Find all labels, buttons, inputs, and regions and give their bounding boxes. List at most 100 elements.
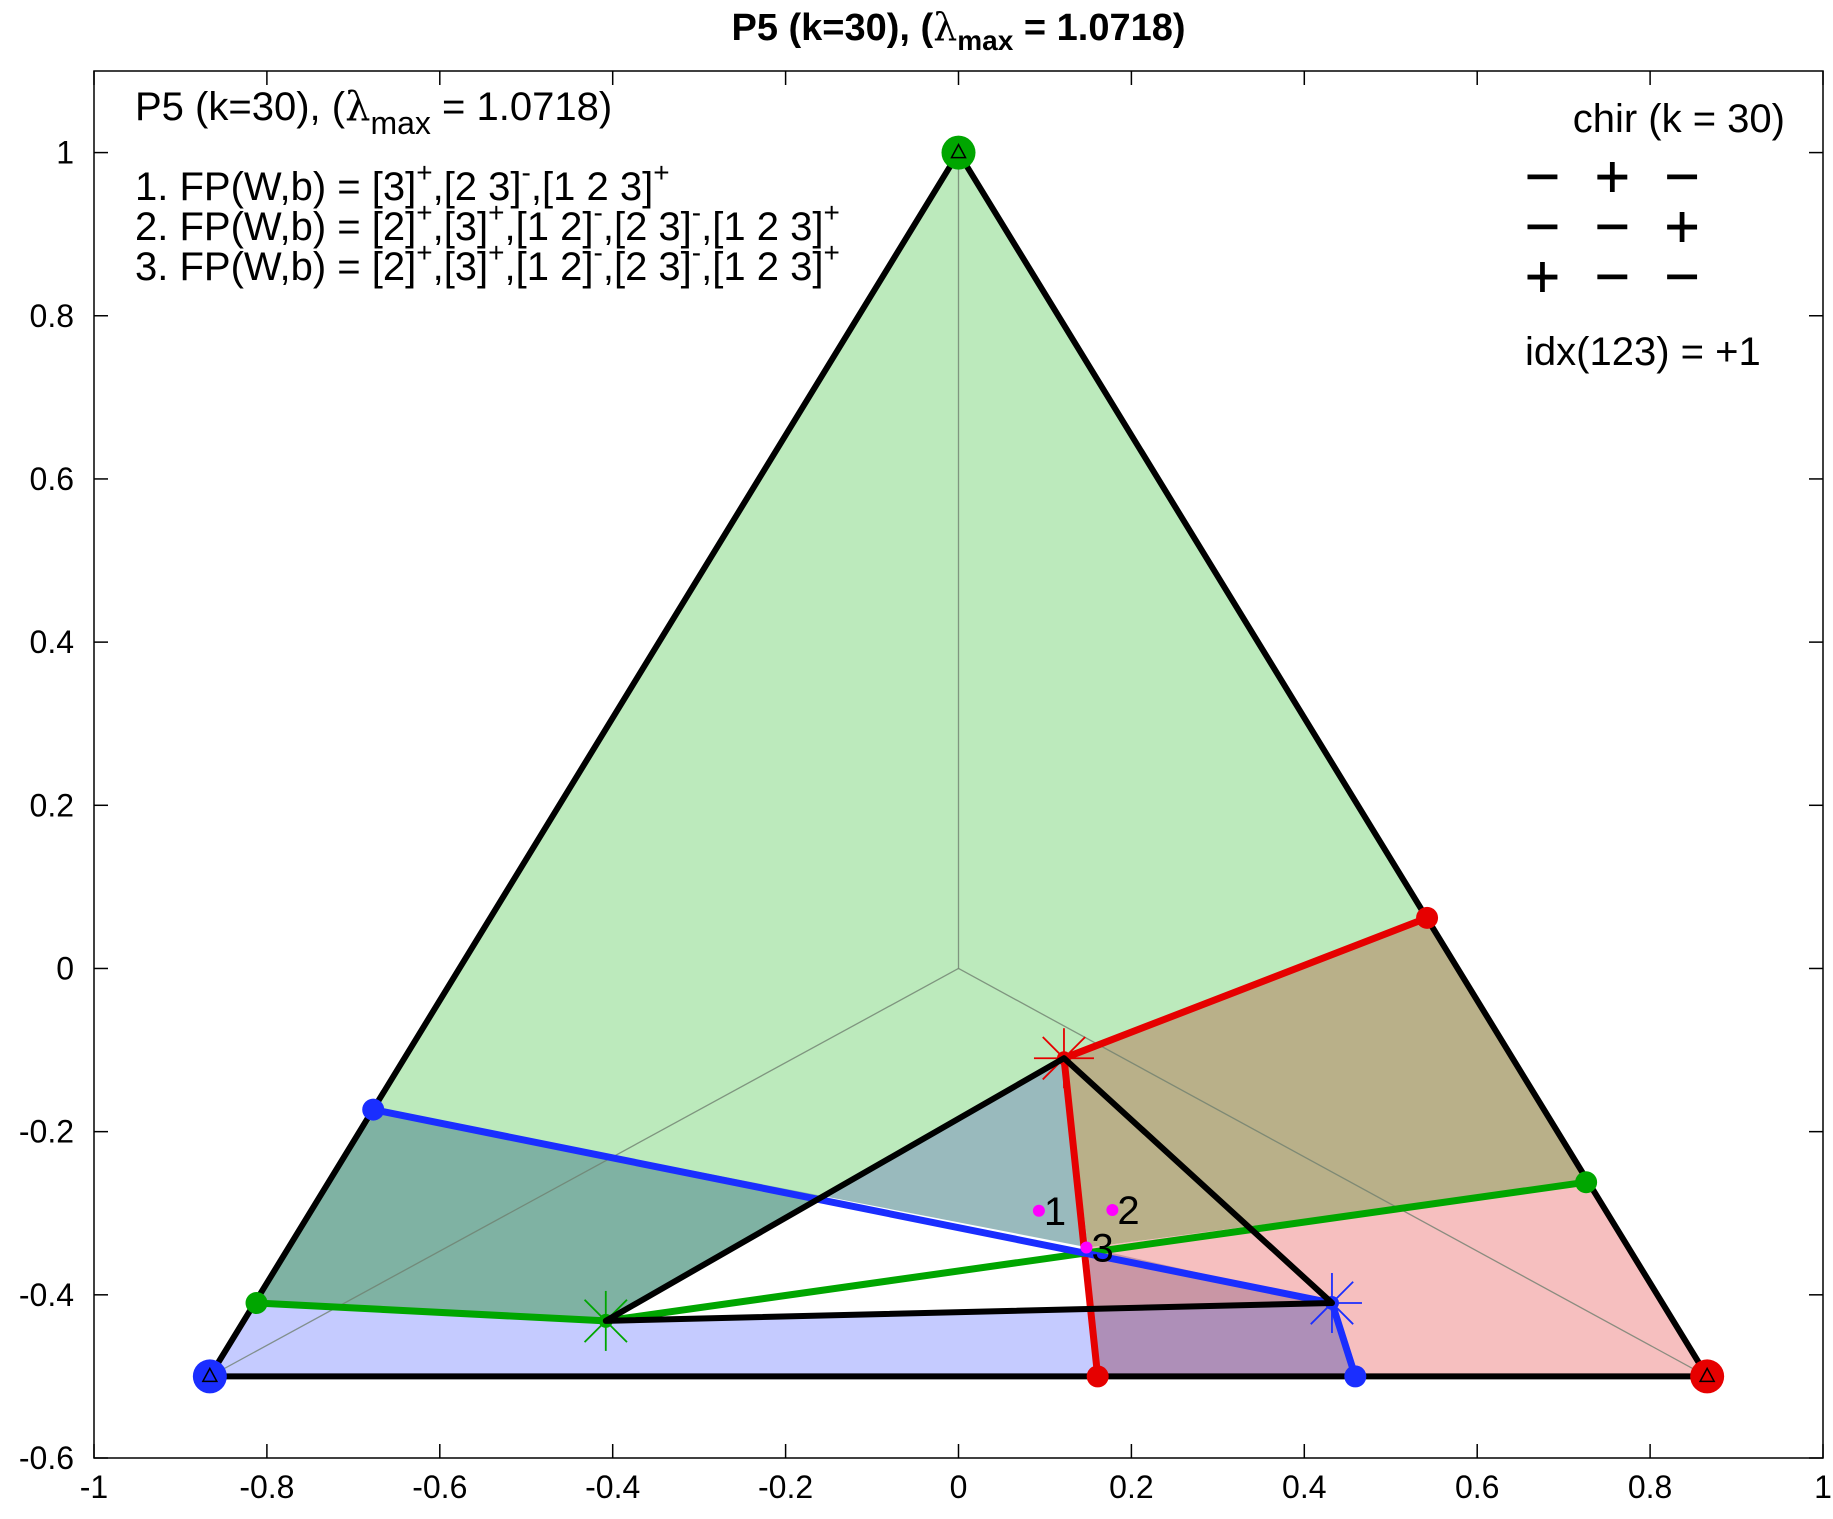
- series-dot-3-2: [1344, 1365, 1367, 1388]
- fp-prefix: 3. FP(W,b) =: [135, 245, 372, 289]
- fp-sign: +: [488, 197, 504, 228]
- series-dot-1-1: [1416, 906, 1439, 929]
- fp-prefix: 2. FP(W,b) =: [135, 205, 372, 249]
- y-tick-label: 1: [56, 135, 74, 171]
- chir-row-2: − − +: [1525, 191, 1700, 259]
- fixed-points: 1 23: [1032, 1189, 1140, 1271]
- axes-frame: -1 -0.8 -0.6 -0.4 -0.2 0 0.2 0.4 0.6 0.8 1-0.6-0.4…: [19, 70, 1832, 1505]
- fixed-point-label-3: 3: [1091, 1227, 1113, 1271]
- y-tick-label: -0.2: [19, 1114, 74, 1150]
- vertex-markers: [192, 135, 1725, 1394]
- fp-sign: -: [692, 197, 701, 228]
- fp-comma: ,: [531, 165, 542, 209]
- fp-sign: +: [416, 197, 432, 228]
- olive-region: [1064, 917, 1587, 1248]
- series-dot-2-1: [245, 1291, 268, 1314]
- title-main: P5 (k=30), (: [731, 7, 933, 49]
- header-annotation: P5 (k=30), (λmax = 1.0718): [135, 84, 612, 141]
- fp-comma: ,: [603, 245, 614, 289]
- y-tick-label: 0: [56, 950, 74, 986]
- fp-set: [2]: [372, 245, 416, 289]
- fp-set: [1 2]: [516, 245, 594, 289]
- fp-sign: +: [488, 237, 504, 268]
- x-tick-label: 0.4: [1282, 1469, 1326, 1505]
- fp-comma: ,: [701, 205, 712, 249]
- fp-set: [1 2 3]: [712, 205, 823, 249]
- series-dot-2-2: [1575, 1171, 1598, 1194]
- idx-text: idx(123) = +1: [1525, 330, 1761, 374]
- fp-comma: ,: [505, 245, 516, 289]
- vertex-tick-3: [950, 143, 967, 159]
- y-tick-label: 0.8: [30, 298, 74, 334]
- title-lambda: λ: [933, 5, 957, 49]
- header-main: P5 (k=30), (: [135, 85, 346, 129]
- title-rest: = 1.0718): [1013, 7, 1185, 49]
- fp-set: [1 2 3]: [542, 165, 653, 209]
- fp-comma: ,: [505, 205, 516, 249]
- y-tick-label: 0.2: [30, 787, 74, 823]
- x-tick-label: 1: [1814, 1469, 1832, 1505]
- x-tick-label: 0.2: [1109, 1469, 1153, 1505]
- fp-set: [3]: [444, 245, 488, 289]
- title-text: P5 (k=30), (λmax = 1.0718): [731, 5, 1185, 56]
- simplex-outline: [204, 146, 1713, 1380]
- chir-row-1: − + −: [1525, 141, 1700, 209]
- fp-comma: ,: [433, 165, 444, 209]
- inner-triangle: [602, 1055, 1335, 1324]
- fp-sign: -: [594, 197, 603, 228]
- header-lambda: λ: [345, 84, 370, 130]
- fixed-point-3: [1080, 1241, 1093, 1254]
- y-tick-label: 0.6: [30, 461, 74, 497]
- x-tick-label: 0.6: [1455, 1469, 1499, 1505]
- fp-comma: ,: [603, 205, 614, 249]
- x-tick-label: -0.6: [412, 1469, 467, 1505]
- fp-line-3: 3. FP(W,b) = [2]+,[3]+,[1 2]-,[2 3]-,[1 …: [135, 237, 840, 289]
- fp-set: [2 3]: [614, 205, 692, 249]
- vertex-tick-1: [201, 1366, 219, 1383]
- x-tick-label: -0.2: [758, 1469, 813, 1505]
- fp-sign: +: [823, 197, 839, 228]
- chir-title: chir (k = 30): [1573, 97, 1785, 141]
- fp-comma: ,: [701, 245, 712, 289]
- x-tick-label: -1: [80, 1469, 108, 1505]
- region-layer: [209, 152, 1708, 1377]
- x-tick-label: 0.8: [1628, 1469, 1672, 1505]
- y-tick-label: 0.4: [30, 624, 74, 660]
- median-line-3: [958, 967, 1708, 1377]
- fp-set: [2 3]: [444, 165, 522, 209]
- header-sub: max: [370, 105, 430, 141]
- fp-sign: +: [416, 157, 432, 188]
- fp-sign: -: [692, 237, 701, 268]
- title-sub: max: [957, 25, 1013, 56]
- mauve-region: [1088, 1247, 1356, 1377]
- x-tick-label: -0.4: [585, 1469, 640, 1505]
- fp-sign: -: [522, 157, 531, 188]
- fixed-point-label-1: 1: [1044, 1190, 1066, 1234]
- fp-line-1: 1. FP(W,b) = [3]+,[2 3]-,[1 2 3]+: [135, 157, 670, 209]
- fp-sign: -: [594, 237, 603, 268]
- fp-sign: +: [416, 237, 432, 268]
- fp-comma: ,: [433, 205, 444, 249]
- fp-set: [2]: [372, 205, 416, 249]
- y-tick-label: -0.4: [19, 1277, 74, 1313]
- series-dot-3-1: [362, 1098, 385, 1121]
- fp-set: [1 2 3]: [712, 245, 823, 289]
- fp-set: [1 2]: [516, 205, 594, 249]
- fp-sign: +: [823, 237, 839, 268]
- chir-row-3: + − −: [1525, 241, 1700, 309]
- fp-set: [3]: [444, 205, 488, 249]
- vertex-marker-1: [192, 1359, 227, 1394]
- x-tick-label: -0.8: [239, 1469, 294, 1505]
- green-region: [209, 152, 1428, 1377]
- blue-region: [209, 1303, 1356, 1377]
- fixed-point-1: [1032, 1204, 1045, 1217]
- chart-title: P5 (k=30), (λmax = 1.0718): [731, 5, 1185, 56]
- fp-prefix: 1. FP(W,b) =: [135, 165, 372, 209]
- y-tick-label: -0.6: [19, 1440, 74, 1476]
- fixed-point-label-2: 2: [1117, 1189, 1139, 1233]
- series-dot-1-2: [1086, 1365, 1109, 1388]
- fp-set: [2 3]: [614, 245, 692, 289]
- vertex-tick-2: [1698, 1366, 1716, 1383]
